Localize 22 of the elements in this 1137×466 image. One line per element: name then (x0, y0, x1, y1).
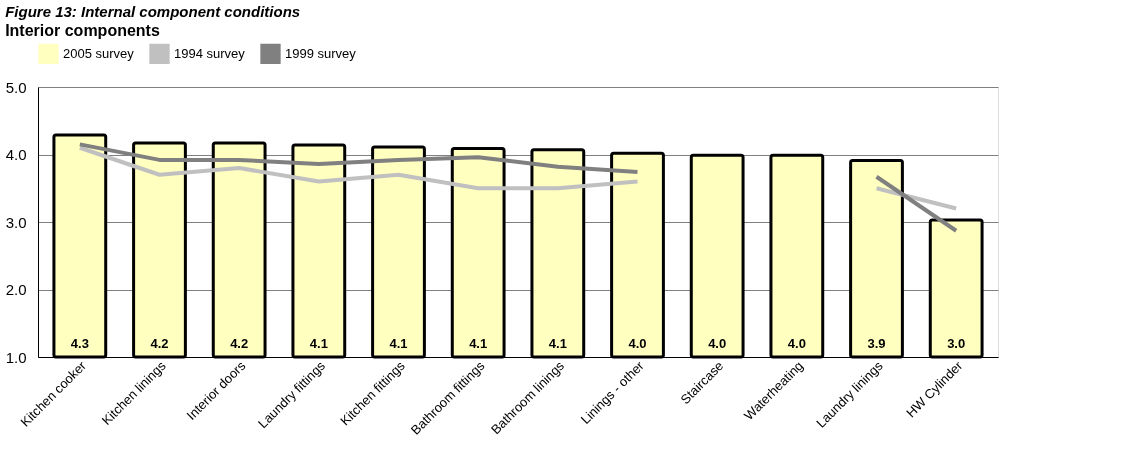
data-label: 4.1 (389, 336, 408, 351)
data-label: 4.1 (469, 336, 488, 351)
y-tick-label: 5.0 (5, 78, 27, 96)
data-label: 3.9 (867, 336, 886, 351)
data-label: 3.0 (947, 336, 966, 351)
chart-title: Figure 13: Internal component conditions (5, 3, 301, 20)
data-label: 4.0 (628, 336, 647, 351)
legend-label: 1994 survey (174, 45, 246, 61)
data-label: 4.0 (708, 336, 727, 351)
data-label: 4.0 (787, 336, 806, 351)
y-tick-label: 3.0 (5, 213, 27, 231)
data-label: 4.1 (309, 336, 328, 351)
data-label: 4.3 (70, 336, 89, 351)
y-tick-label: 1.0 (5, 348, 27, 366)
y-tick-label: 4.0 (5, 146, 27, 163)
legend-label: 1999 survey (285, 45, 357, 61)
data-label: 4.2 (150, 336, 169, 351)
chart-subtitle: Interior components (5, 22, 160, 39)
data-label: 4.2 (230, 336, 249, 351)
legend-label: 2005 survey (63, 45, 135, 61)
y-tick-label: 2.0 (5, 281, 27, 298)
data-label: 4.1 (548, 336, 567, 351)
